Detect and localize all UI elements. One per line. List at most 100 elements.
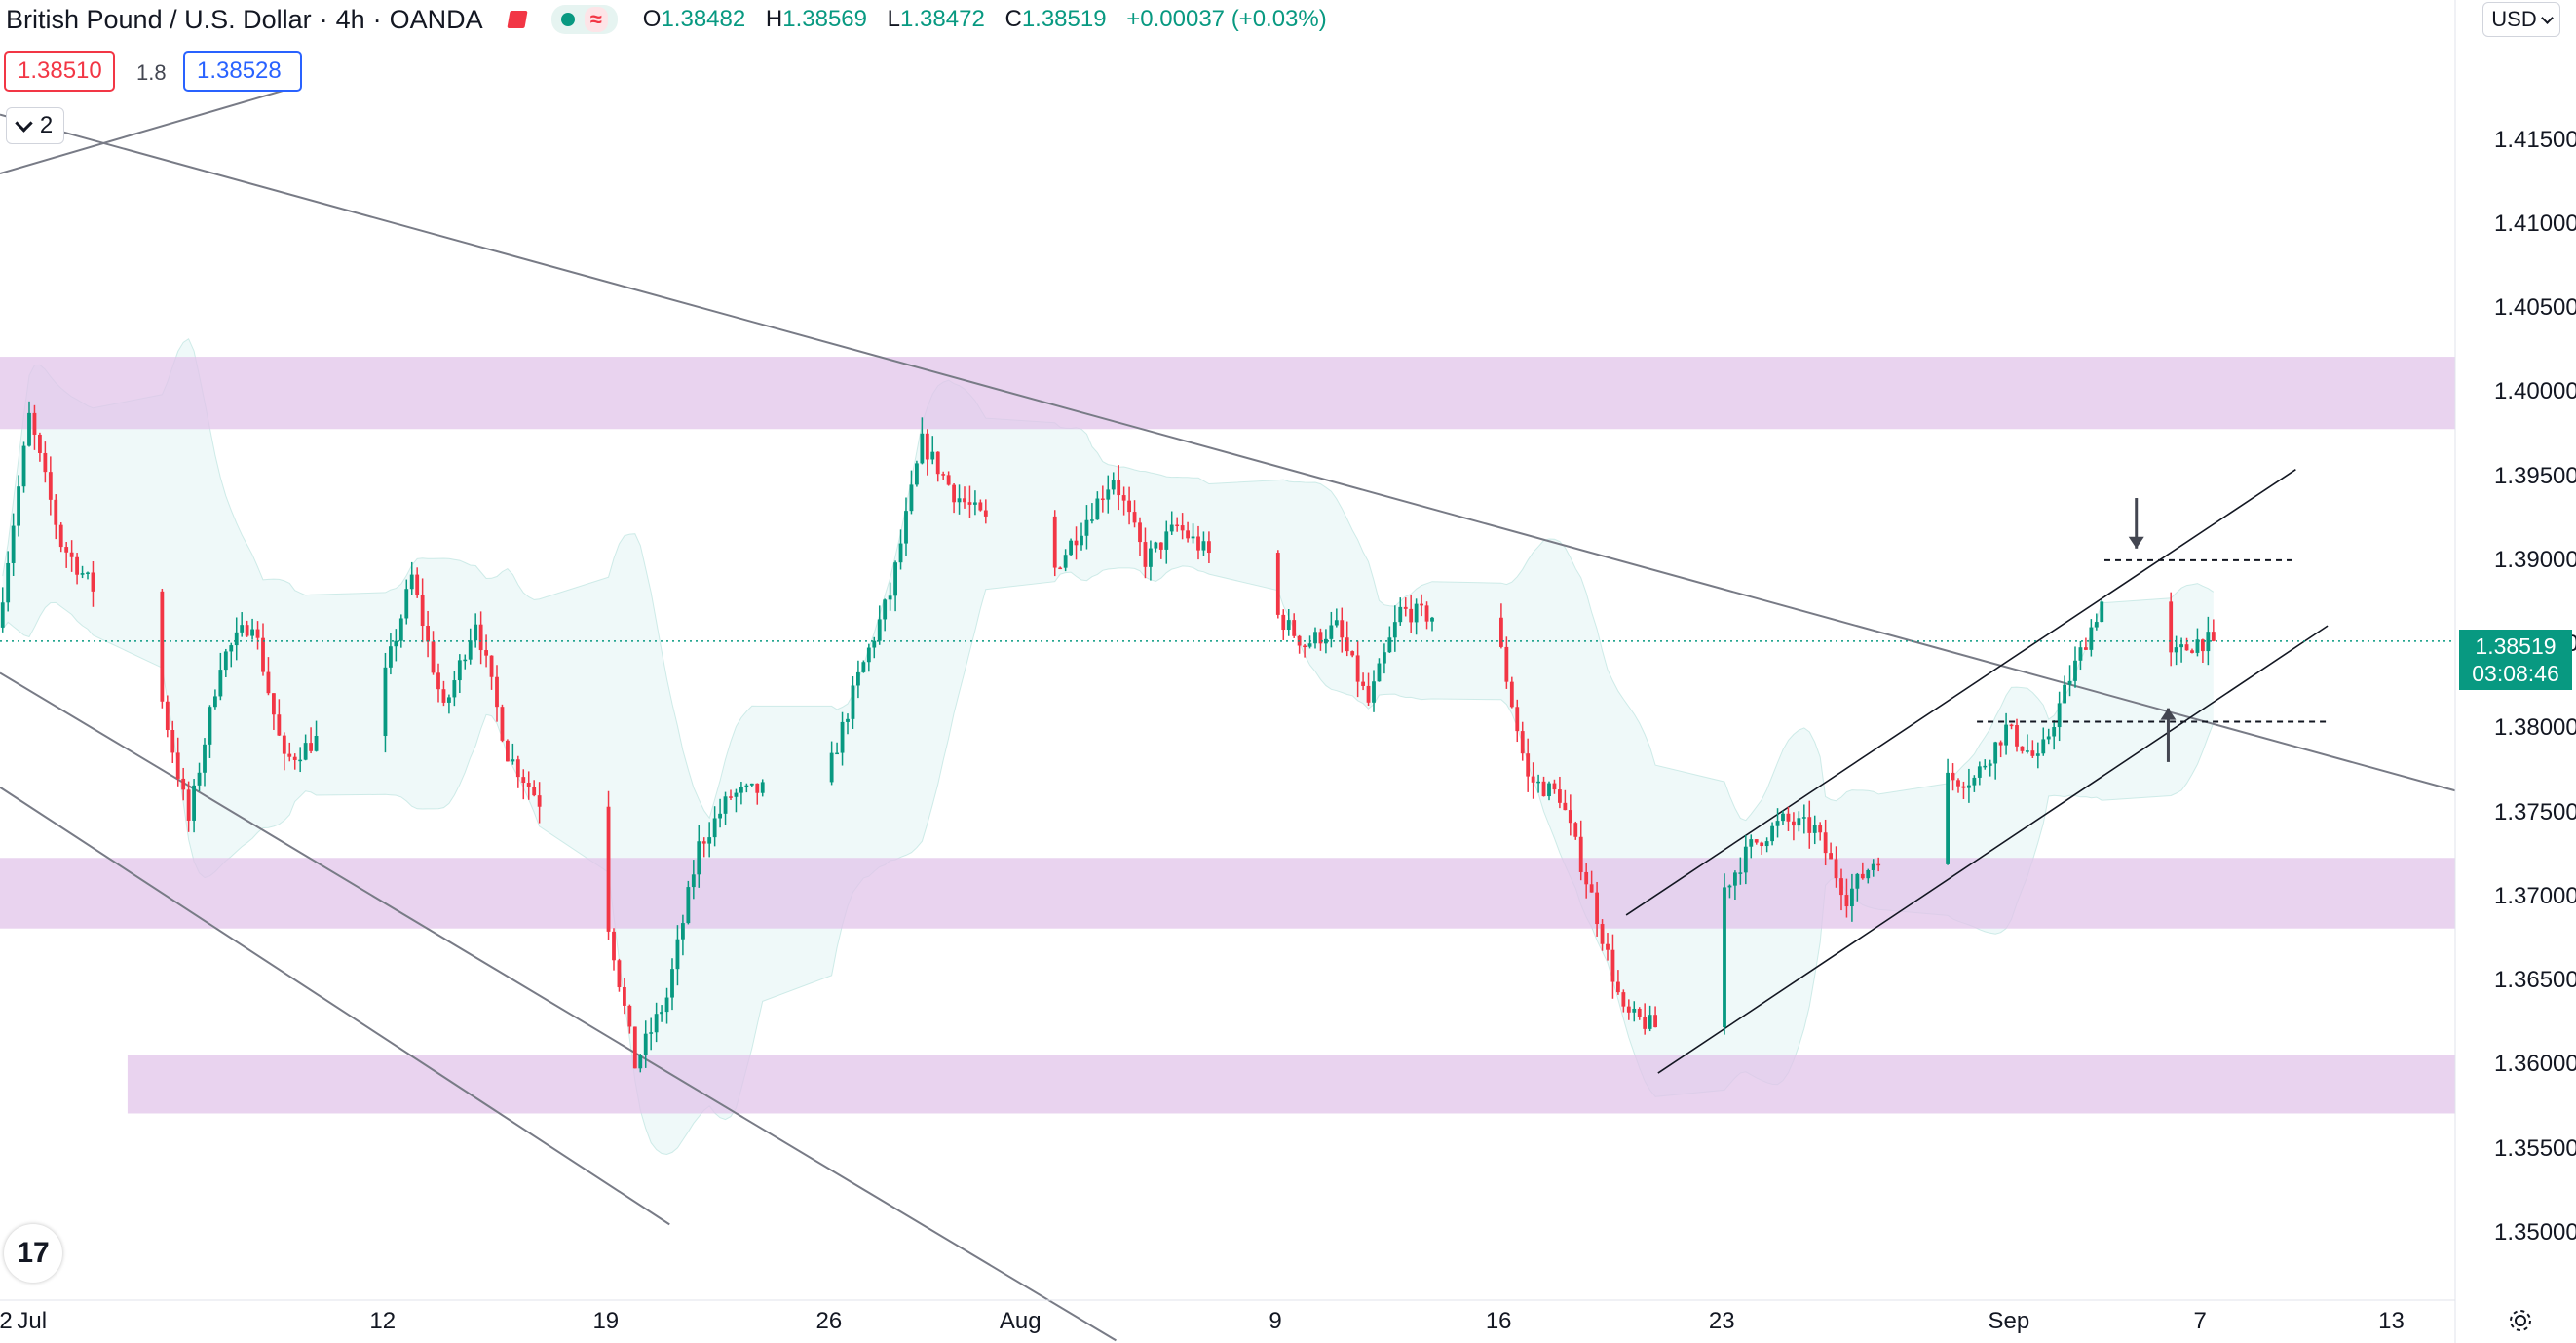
candle <box>11 513 16 576</box>
gear-icon[interactable] <box>2506 1306 2535 1335</box>
candle <box>1951 763 1955 791</box>
candle <box>697 825 701 888</box>
candle <box>1275 550 1280 619</box>
candle <box>506 739 510 762</box>
candle <box>0 587 5 633</box>
trendline[interactable] <box>1657 625 2329 1074</box>
candle <box>2179 637 2183 663</box>
candle <box>192 779 196 833</box>
candle <box>760 779 765 797</box>
candle <box>1090 503 1094 524</box>
candle <box>1775 808 1780 838</box>
candle <box>1106 475 1111 514</box>
candle <box>1286 608 1291 636</box>
candle <box>718 798 722 828</box>
candle <box>2009 723 2014 730</box>
tradingview-logo-icon[interactable]: 17 <box>4 1224 62 1283</box>
candle <box>1850 873 1854 922</box>
candle <box>1383 643 1386 674</box>
candle <box>1424 601 1429 630</box>
candle <box>468 628 473 665</box>
trendline[interactable] <box>0 786 670 1226</box>
candle <box>739 781 743 805</box>
candle <box>1398 597 1403 626</box>
candle <box>1080 522 1083 551</box>
candle <box>1536 774 1540 793</box>
candle <box>2030 740 2035 759</box>
candle <box>670 958 674 1011</box>
sell-button[interactable]: 1.38510 <box>4 51 115 92</box>
trendline[interactable] <box>0 672 1117 1342</box>
candle <box>58 522 63 553</box>
candle <box>1738 857 1743 885</box>
candle <box>1307 635 1312 649</box>
candle <box>952 482 956 514</box>
trendline[interactable] <box>0 113 2456 792</box>
candle <box>1983 759 1988 770</box>
candle <box>967 485 972 518</box>
candle <box>1509 676 1514 709</box>
candle <box>1589 870 1594 893</box>
price-tick-label: 1.39500 <box>2494 462 2576 489</box>
candle <box>1387 626 1392 653</box>
time-tick-label: 16 <box>1485 1308 1512 1334</box>
candle <box>1111 472 1116 495</box>
candle <box>43 441 48 483</box>
candle <box>1860 862 1865 880</box>
buy-button[interactable]: 1.38528 <box>183 51 302 92</box>
price-tick-label: 1.36000 <box>2494 1051 2576 1078</box>
currency-dropdown[interactable]: USD <box>2482 2 2560 37</box>
candle <box>1807 800 1812 849</box>
candle <box>2169 592 2174 667</box>
spread-value: 1.8 <box>136 60 167 85</box>
candle <box>649 1017 654 1051</box>
candle <box>904 497 908 556</box>
candle <box>2190 648 2194 654</box>
candle <box>1792 812 1796 841</box>
supply-demand-zone[interactable] <box>0 357 2455 430</box>
candle <box>1504 636 1509 689</box>
trendline[interactable] <box>0 88 287 174</box>
candle <box>2041 727 2046 756</box>
arrow-up-icon[interactable] <box>2160 708 2177 762</box>
indicators-toggle-button[interactable]: 2 <box>6 107 64 144</box>
candle <box>861 660 866 673</box>
candle <box>1600 919 1605 951</box>
arrow-down-icon[interactable] <box>2128 498 2144 549</box>
candle <box>2067 665 2072 697</box>
candle <box>203 738 207 787</box>
candle <box>2026 734 2029 754</box>
change-value: +0.00037 (+0.03%) <box>1126 6 1327 32</box>
candle <box>2035 742 2040 769</box>
interval[interactable]: 4h <box>335 4 365 34</box>
candle <box>675 925 680 986</box>
candle <box>500 704 505 743</box>
candle <box>915 460 919 487</box>
symbol-name[interactable]: British Pound / U.S. Dollar <box>6 4 312 34</box>
market-open-dot-icon <box>560 13 575 26</box>
candle <box>930 436 935 465</box>
candle <box>309 727 313 754</box>
candle <box>409 561 414 595</box>
flag-icon[interactable] <box>507 9 528 30</box>
time-tick-label: 9 <box>1269 1308 1282 1334</box>
candle <box>2073 646 2077 688</box>
market-status-pill[interactable]: ≈ <box>550 5 618 34</box>
time-tick-label: 2 <box>0 1308 13 1334</box>
candle <box>1733 870 1737 901</box>
supply-demand-zone[interactable] <box>127 1055 2455 1114</box>
candle <box>632 1026 637 1069</box>
candle <box>1568 794 1572 836</box>
candle <box>1175 517 1180 532</box>
candle <box>898 529 903 570</box>
trendline[interactable] <box>1625 469 2296 916</box>
price-tick-label: 1.38000 <box>2494 714 2576 742</box>
candle <box>298 747 303 773</box>
candle <box>866 643 871 672</box>
candle <box>6 551 11 612</box>
bollinger-band <box>2 337 2215 1156</box>
candle <box>1297 634 1302 654</box>
candle <box>398 614 403 648</box>
candle <box>1723 873 1726 1035</box>
